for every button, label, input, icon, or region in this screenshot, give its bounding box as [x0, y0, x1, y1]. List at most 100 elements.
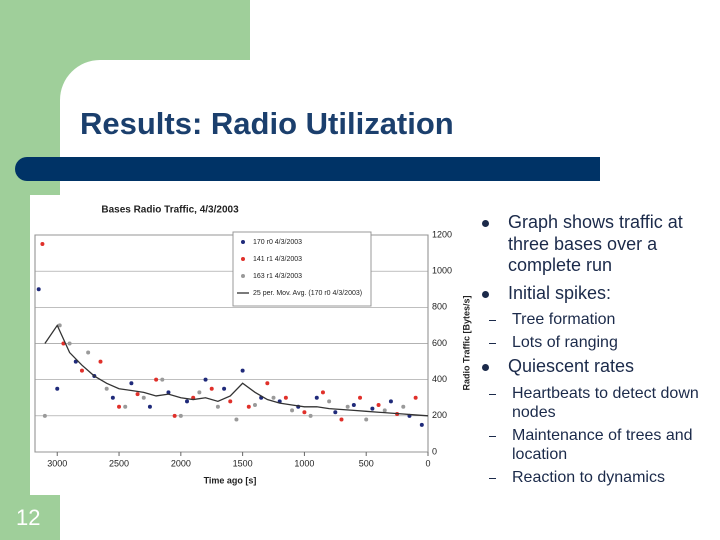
dash [489, 320, 496, 321]
moving-average [44, 324, 429, 417]
point [67, 341, 72, 346]
slide-number: 12 [16, 505, 41, 530]
dash [489, 343, 496, 344]
chart: Bases Radio Traffic, 4/3/2003 Time ago [… [30, 195, 475, 495]
bullet: Initial spikes: [480, 283, 718, 305]
point [98, 359, 103, 364]
point [104, 386, 109, 391]
bullet-list: Graph shows traffic at three bases over … [480, 212, 718, 491]
point [166, 390, 171, 395]
point [55, 386, 60, 391]
sub-bullet: Maintenance of trees and location [480, 426, 718, 464]
point [333, 410, 338, 415]
bullet-dot [482, 290, 489, 298]
point [351, 402, 356, 407]
point [358, 395, 363, 400]
point [228, 399, 233, 404]
point [345, 404, 350, 409]
legend-label: 170 r0 4/3/2003 [253, 239, 302, 246]
point [123, 404, 128, 409]
point [209, 386, 214, 391]
chart-title: Bases Radio Traffic, 4/3/2003 [101, 205, 239, 216]
point [135, 392, 140, 397]
x-tick-label: 3000 [47, 458, 67, 468]
point [364, 417, 369, 422]
point [265, 381, 270, 386]
point [302, 410, 307, 415]
point [79, 368, 84, 373]
point [382, 408, 387, 413]
point [57, 323, 62, 328]
y-tick-label: 1200 [432, 229, 452, 239]
point [246, 404, 251, 409]
point [86, 350, 91, 355]
point [308, 413, 313, 418]
point [147, 404, 152, 409]
point [413, 395, 418, 400]
point [240, 368, 245, 373]
x-tick-label: 2500 [109, 458, 129, 468]
point [376, 402, 381, 407]
sub-bullet: Lots of ranging [480, 333, 718, 352]
legend-swatch [241, 240, 245, 244]
legend-swatch [241, 274, 245, 278]
y-tick-label: 200 [432, 410, 447, 420]
legend-label: 25 per. Mov. Avg. (170 r0 4/3/2003) [253, 290, 362, 297]
point [370, 406, 375, 411]
point [271, 395, 276, 400]
point [283, 395, 288, 400]
point [197, 390, 202, 395]
point [290, 408, 295, 413]
y-tick-label: 400 [432, 374, 447, 384]
sub-bullet: Reaction to dynamics [480, 468, 718, 487]
point [110, 395, 115, 400]
legend-box [232, 231, 372, 307]
point [314, 395, 319, 400]
y-label: Radio Traffic [Bytes/s] [461, 295, 471, 390]
bullet-dot [482, 220, 489, 227]
point [339, 417, 344, 422]
point [141, 395, 146, 400]
x-tick-label: 0 [425, 458, 430, 468]
point [320, 390, 325, 395]
sub-bullet: Tree formation [480, 310, 718, 329]
point [215, 404, 220, 409]
bullet: Graph shows traffic at three bases over … [480, 212, 718, 277]
bullet: Quiescent rates [480, 356, 718, 378]
dash [489, 435, 496, 437]
y-tick-label: 800 [432, 302, 447, 312]
point [117, 404, 122, 409]
y-tick-label: 0 [432, 446, 437, 456]
point [419, 422, 424, 427]
point [172, 413, 177, 418]
y-tick-label: 600 [432, 338, 447, 348]
point [203, 377, 208, 382]
legend-label: 141 r1 4/3/2003 [253, 256, 302, 263]
legend-swatch [241, 257, 245, 261]
x-label: Time ago [s] [204, 475, 257, 485]
point [185, 399, 190, 404]
point [154, 377, 159, 382]
point [222, 386, 227, 391]
point [388, 399, 393, 404]
x-tick-label: 1500 [233, 458, 253, 468]
x-tick-label: 1000 [294, 458, 314, 468]
y-tick-label: 1000 [432, 266, 452, 276]
point [36, 287, 41, 292]
x-tick-label: 2000 [171, 458, 191, 468]
dash [489, 393, 496, 395]
bullet-dot [482, 364, 489, 371]
point [234, 417, 239, 422]
point [160, 377, 165, 382]
slide-title: Results: Radio Utilization [80, 106, 454, 141]
point [42, 413, 47, 418]
x-tick-label: 500 [359, 458, 374, 468]
point [40, 242, 45, 247]
sub-bullet: Heartbeats to detect down nodes [480, 384, 718, 422]
title-bar [15, 157, 600, 181]
legend-label: 163 r1 4/3/2003 [253, 273, 302, 280]
point [327, 399, 332, 404]
point [191, 395, 196, 400]
point [401, 404, 406, 409]
